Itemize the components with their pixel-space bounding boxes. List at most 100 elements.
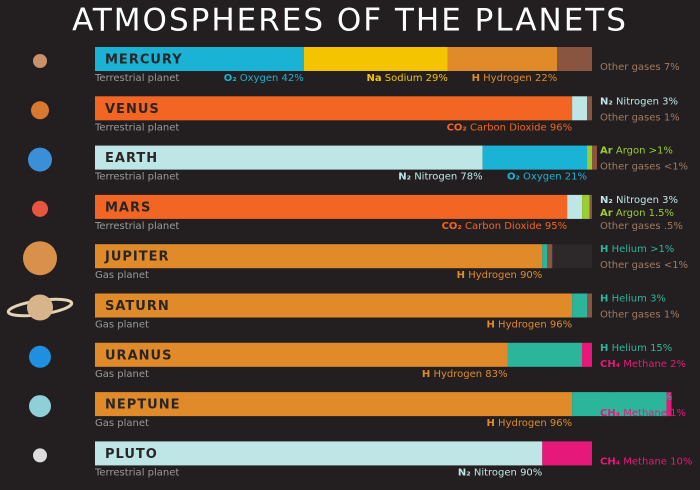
side-label: Other gases 1% (600, 310, 680, 321)
gas-name: Argon (616, 208, 646, 219)
segment-label: CO₂ Carbon Dioxide 95% (442, 221, 568, 232)
gas-name: Nitrogen (474, 467, 517, 478)
gas-value-label: 96% (550, 418, 572, 429)
bar-segment (95, 441, 543, 466)
planet-icon (29, 345, 51, 368)
gas-name: Oxygen (240, 73, 279, 84)
bar-segment (589, 194, 592, 219)
gas-value-label: <1% (664, 162, 688, 173)
side-label: H Helium 19% (600, 392, 672, 403)
gas-name: Helium (612, 392, 647, 403)
gas-formula: H (472, 73, 480, 84)
side-label: CH₄ Methane 10% (600, 456, 692, 467)
gas-name: Argon (616, 146, 646, 157)
gas-value-label: 21% (565, 172, 587, 183)
gas-value-label: 1% (664, 310, 680, 321)
gas-name: Helium (612, 343, 647, 354)
planet-kind: Terrestrial planet (94, 221, 179, 232)
side-label: CH₄ Methane 2% (600, 359, 686, 370)
bar-segment (447, 47, 558, 71)
segment-label: H Hydrogen 22% (472, 73, 558, 84)
side-label: N₂ Nitrogen 3% (600, 195, 678, 206)
gas-formula: CO₂ (447, 122, 467, 133)
side-label: CH₄ Methane 1% (600, 408, 686, 419)
gas-formula: H (600, 294, 608, 305)
planet-icon (29, 395, 51, 418)
gas-name: Hydrogen (483, 73, 532, 84)
gas-value-label: 96% (550, 122, 572, 133)
gas-name: Hydrogen (433, 369, 482, 380)
gas-name: Carbon Dioxide (465, 221, 542, 232)
gas-value-label: 42% (282, 73, 304, 84)
segment-label: N₂ Nitrogen 78% (398, 172, 482, 183)
bar-segment (542, 244, 548, 269)
bar-segment (542, 441, 592, 466)
planet-kind: Terrestrial planet (94, 172, 179, 183)
gas-name: Sodium (385, 73, 423, 84)
planet-icon (33, 448, 47, 463)
planet-name: VENUS (105, 102, 160, 117)
gas-formula: CH₄ (600, 408, 620, 419)
bar-segment (587, 293, 592, 318)
gas-value-label: 1% (670, 408, 686, 419)
side-label: Other gases 1% (600, 112, 680, 123)
gas-value-label: 96% (550, 320, 572, 331)
planet-name: MERCURY (105, 53, 183, 68)
gas-value-label: >1% (649, 146, 673, 157)
bar-segment (95, 145, 483, 170)
gas-value-label: 7% (664, 62, 680, 73)
bar-segment (572, 96, 588, 121)
bar-segment (507, 342, 583, 367)
side-label: Ar Argon 1.5% (600, 208, 674, 219)
gas-name: Helium (612, 294, 647, 305)
bar-segment (95, 293, 573, 318)
planet-kind: Terrestrial planet (94, 467, 179, 478)
gas-value-label: 29% (426, 73, 448, 84)
gas-formula: H (422, 369, 430, 380)
planet-kind: Terrestrial planet (94, 73, 179, 84)
planet-kind: Gas planet (95, 418, 149, 429)
segment-label: H Hydrogen 90% (457, 270, 543, 281)
bar-segment (95, 96, 573, 121)
planet-icon (28, 147, 52, 172)
side-label: Other gases <1% (600, 260, 688, 271)
planet-name: JUPITER (104, 250, 170, 265)
gas-formula: CO₂ (442, 221, 462, 232)
bar-segment (303, 47, 448, 71)
bar-segment (582, 342, 592, 367)
gas-value-label: 90% (520, 270, 542, 281)
gas-name: Nitrogen (616, 195, 659, 206)
gas-formula: CH₄ (600, 359, 620, 370)
gas-name: Hydrogen (498, 320, 547, 331)
bar-segment (95, 47, 304, 71)
planet-kind: Gas planet (95, 270, 149, 281)
side-label: Other gases <1% (600, 162, 688, 173)
bar-segment (557, 47, 592, 71)
segment-label: N₂ Nitrogen 90% (458, 467, 542, 478)
planet-name: SATURN (105, 299, 170, 314)
gas-value-label: 83% (485, 369, 507, 380)
gas-formula: H (600, 392, 608, 403)
gas-value-label: >1% (650, 244, 674, 255)
segment-label: H Hydrogen 83% (422, 369, 508, 380)
planet-icon (33, 54, 47, 68)
planet-kind: Gas planet (95, 369, 149, 380)
gas-value-label: 1% (664, 112, 680, 123)
planet-name: MARS (105, 200, 151, 215)
gas-name: Helium (612, 244, 647, 255)
segment-label: CO₂ Carbon Dioxide 96% (447, 122, 573, 133)
gas-value-label: 22% (535, 73, 557, 84)
gas-value-label: 2% (670, 359, 686, 370)
planet-icon (32, 200, 48, 217)
bar-segment (95, 392, 573, 417)
bar-segment (587, 145, 592, 170)
bar-segment (482, 145, 588, 170)
gas-name: Carbon Dioxide (470, 122, 547, 133)
gas-name: Other gases (600, 310, 661, 321)
gas-value-label: 3% (662, 96, 678, 107)
gas-formula: Na (366, 73, 381, 84)
segment-label: H Hydrogen 96% (486, 418, 572, 429)
chart-title: ATMOSPHERES OF THE PLANETS (72, 3, 628, 39)
gas-name: Hydrogen (468, 270, 517, 281)
gas-value-label: 3% (650, 294, 666, 305)
